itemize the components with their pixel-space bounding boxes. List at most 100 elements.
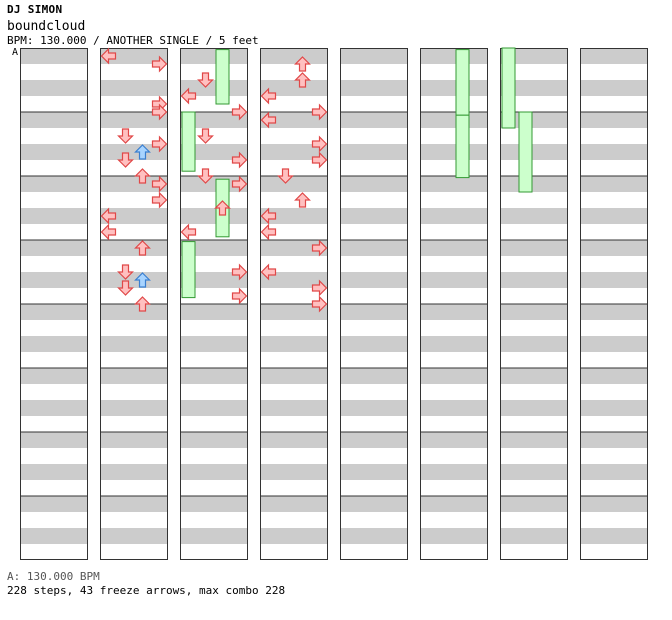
beat-stripe — [500, 528, 568, 544]
beat-stripe — [100, 208, 168, 224]
step-arrow — [134, 168, 151, 184]
beat-stripe — [580, 304, 648, 320]
step-arrow — [151, 135, 168, 153]
beat-stripe — [180, 368, 248, 384]
beat-stripe — [100, 304, 168, 320]
bpm-marker: A — [12, 47, 19, 58]
step-arrow — [260, 207, 277, 225]
beat-stripe — [420, 336, 488, 352]
beat-stripe — [100, 496, 168, 512]
step-stats: 228 steps, 43 freeze arrows, max combo 2… — [7, 584, 286, 597]
beat-stripe — [500, 368, 568, 384]
step-arrow — [231, 175, 248, 193]
beat-stripe — [100, 240, 168, 256]
step-arrow — [134, 296, 151, 312]
beat-stripe — [500, 304, 568, 320]
beat-stripe — [420, 112, 488, 128]
beat-stripe — [580, 464, 648, 480]
step-arrow — [231, 151, 248, 169]
column-frame — [180, 48, 248, 560]
beat-stripe — [20, 336, 88, 352]
beat-stripe — [100, 80, 168, 96]
beat-stripe — [180, 80, 248, 96]
step-arrow — [100, 223, 117, 241]
beat-stripe — [20, 368, 88, 384]
beat-stripe — [500, 176, 568, 192]
beat-stripe — [420, 432, 488, 448]
step-arrow — [151, 191, 168, 209]
freeze-arrow — [518, 111, 533, 193]
beat-stripe — [100, 112, 168, 128]
beat-stripe — [260, 144, 328, 160]
beat-stripe — [180, 240, 248, 256]
beat-stripe — [260, 80, 328, 96]
step-arrow — [134, 240, 151, 256]
beat-stripe — [180, 400, 248, 416]
beat-stripe — [20, 464, 88, 480]
artist-name: DJ SIMON — [7, 3, 63, 16]
beat-stripe — [340, 496, 408, 512]
beat-stripe — [420, 400, 488, 416]
step-arrow — [260, 223, 277, 241]
column-frame — [100, 48, 168, 560]
beat-stripe — [580, 112, 648, 128]
beat-stripe — [100, 464, 168, 480]
beat-stripe — [340, 336, 408, 352]
beat-stripe — [500, 336, 568, 352]
beat-stripe — [20, 176, 88, 192]
beat-stripe — [260, 48, 328, 64]
step-arrow — [117, 264, 134, 280]
beat-stripe — [180, 144, 248, 160]
beat-stripe — [260, 528, 328, 544]
chart-info: BPM: 130.000 / ANOTHER SINGLE / 5 feet — [7, 34, 259, 47]
beat-stripe — [420, 80, 488, 96]
beat-stripe — [180, 528, 248, 544]
beat-stripe — [500, 496, 568, 512]
bpm-summary: A: 130.000 BPM — [7, 570, 100, 583]
beat-stripe — [420, 48, 488, 64]
beat-stripe — [180, 176, 248, 192]
step-arrow — [151, 55, 168, 73]
beat-stripe — [340, 144, 408, 160]
beat-stripe — [20, 496, 88, 512]
beat-stripe — [180, 112, 248, 128]
step-arrow — [311, 135, 328, 153]
beat-stripe — [580, 144, 648, 160]
beat-stripe — [500, 112, 568, 128]
beat-stripe — [580, 400, 648, 416]
freeze-arrow — [455, 114, 470, 179]
beat-stripe — [500, 80, 568, 96]
beat-stripe — [20, 208, 88, 224]
beat-stripe — [20, 144, 88, 160]
freeze-arrow — [501, 47, 516, 129]
step-arrow — [197, 72, 214, 88]
beat-stripe — [420, 368, 488, 384]
beat-stripe — [100, 336, 168, 352]
beat-stripe — [100, 528, 168, 544]
beat-stripe — [420, 208, 488, 224]
beat-stripe — [340, 400, 408, 416]
step-arrow — [151, 103, 168, 121]
freeze-arrow — [215, 49, 230, 105]
beat-stripe — [420, 496, 488, 512]
step-arrow — [134, 144, 151, 160]
freeze-arrow — [181, 111, 196, 172]
beat-stripe — [580, 208, 648, 224]
chart-footer: A: 130.000 BPM 228 steps, 43 freeze arro… — [0, 568, 672, 608]
beat-stripe — [340, 112, 408, 128]
beat-stripe — [580, 176, 648, 192]
beat-stripe — [180, 208, 248, 224]
step-arrow — [260, 111, 277, 129]
beat-stripe — [340, 80, 408, 96]
beat-stripe — [260, 400, 328, 416]
beat-stripe — [260, 208, 328, 224]
beat-stripe — [420, 464, 488, 480]
beat-stripe — [500, 208, 568, 224]
beat-stripe — [260, 272, 328, 288]
beat-stripe — [180, 336, 248, 352]
beat-stripe — [340, 304, 408, 320]
beat-stripe — [100, 48, 168, 64]
beat-stripe — [340, 528, 408, 544]
beat-stripe — [580, 48, 648, 64]
beat-stripe — [580, 496, 648, 512]
